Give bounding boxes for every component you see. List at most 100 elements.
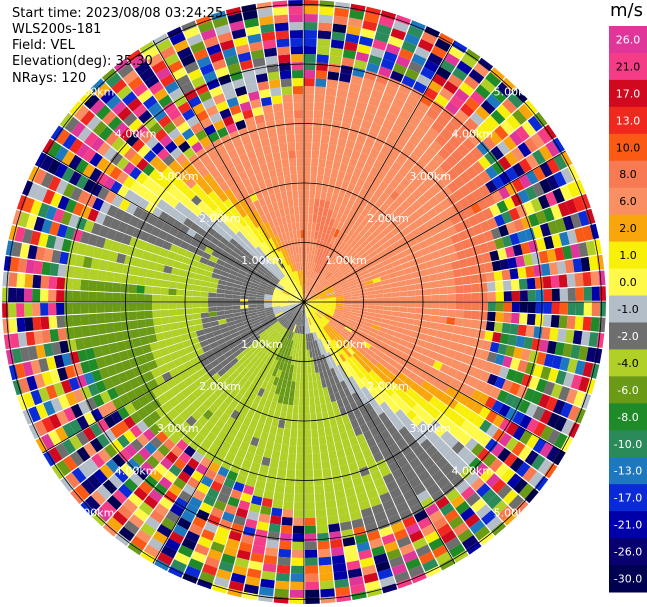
velocity-gate bbox=[130, 266, 140, 276]
velocity-gate bbox=[422, 457, 435, 470]
velocity-gate bbox=[393, 172, 405, 184]
velocity-gate bbox=[315, 404, 322, 414]
velocity-gate bbox=[327, 293, 336, 297]
velocity-gate bbox=[278, 335, 284, 344]
velocity-gate bbox=[351, 296, 360, 300]
velocity-gate bbox=[290, 292, 298, 298]
velocity-gate bbox=[363, 352, 373, 361]
velocity-gate bbox=[251, 319, 261, 325]
velocity-gate bbox=[218, 401, 229, 412]
velocity-gate bbox=[351, 342, 360, 350]
velocity-gate bbox=[265, 120, 276, 130]
velocity-gate bbox=[364, 481, 376, 492]
velocity-gate bbox=[378, 412, 389, 423]
velocity-gate bbox=[206, 260, 217, 268]
velocity-gate bbox=[566, 315, 576, 330]
velocity-gate bbox=[351, 309, 360, 314]
velocity-gate bbox=[471, 310, 480, 320]
velocity-gate bbox=[338, 389, 347, 399]
velocity-gate bbox=[258, 586, 274, 597]
velocity-gate bbox=[213, 119, 226, 131]
velocity-gate bbox=[238, 240, 248, 249]
velocity-gate bbox=[304, 182, 310, 191]
velocity-gate bbox=[408, 114, 421, 128]
velocity-gate bbox=[413, 463, 427, 476]
velocity-gate bbox=[574, 179, 586, 195]
velocity-gate bbox=[469, 519, 486, 535]
velocity-gate bbox=[457, 446, 471, 460]
velocity-gate bbox=[104, 281, 113, 292]
velocity-gate bbox=[405, 387, 416, 398]
velocity-gate bbox=[310, 291, 317, 298]
velocity-gate bbox=[456, 250, 467, 260]
velocity-gate bbox=[366, 419, 376, 430]
velocity-gate bbox=[83, 178, 96, 193]
velocity-gate bbox=[349, 264, 358, 272]
velocity-gate bbox=[169, 274, 179, 282]
velocity-gate bbox=[300, 278, 303, 287]
velocity-gate bbox=[343, 297, 352, 300]
velocity-gate bbox=[360, 239, 370, 249]
velocity-gate bbox=[127, 97, 143, 112]
velocity-gate bbox=[387, 345, 397, 354]
velocity-gate bbox=[411, 200, 422, 211]
velocity-gate bbox=[322, 224, 329, 234]
velocity-gate bbox=[407, 307, 416, 314]
velocity-gate bbox=[326, 273, 334, 281]
colorbar-tick-label: -17.0 bbox=[614, 492, 642, 505]
velocity-gate bbox=[240, 492, 253, 503]
elevation-label: Elevation(deg): 35.30 bbox=[12, 54, 153, 69]
velocity-gate bbox=[336, 323, 345, 331]
velocity-gate bbox=[103, 176, 116, 190]
velocity-gate bbox=[272, 499, 284, 509]
velocity-gate bbox=[243, 319, 252, 325]
velocity-gate bbox=[329, 458, 339, 468]
velocity-gate bbox=[138, 447, 152, 461]
velocity-gate bbox=[337, 423, 346, 434]
velocity-gate bbox=[300, 286, 303, 295]
velocity-gate bbox=[179, 240, 190, 250]
velocity-gate bbox=[106, 332, 117, 344]
velocity-gate bbox=[111, 453, 126, 468]
velocity-gate bbox=[278, 361, 285, 371]
velocity-gate bbox=[543, 124, 557, 140]
velocity-gate bbox=[321, 317, 329, 324]
velocity-gate bbox=[185, 415, 197, 427]
velocity-gate bbox=[304, 317, 307, 326]
velocity-gate bbox=[64, 226, 76, 240]
velocity-gate bbox=[299, 389, 304, 398]
velocity-gate bbox=[434, 425, 447, 438]
velocity-gate bbox=[138, 394, 150, 407]
velocity-gate bbox=[232, 174, 242, 185]
velocity-gate bbox=[445, 324, 455, 333]
velocity-gate bbox=[236, 364, 246, 374]
velocity-gate bbox=[131, 257, 142, 268]
velocity-gate bbox=[329, 278, 338, 285]
velocity-gate bbox=[404, 68, 420, 81]
velocity-gate bbox=[138, 327, 148, 337]
velocity-gate bbox=[144, 310, 153, 319]
velocity-gate bbox=[478, 433, 492, 448]
velocity-gate bbox=[236, 255, 246, 263]
velocity-gate bbox=[322, 119, 332, 129]
velocity-gate bbox=[299, 317, 302, 326]
velocity-gate bbox=[174, 201, 186, 213]
velocity-gate bbox=[122, 161, 136, 175]
velocity-gate bbox=[460, 327, 470, 337]
velocity-gate bbox=[83, 442, 97, 458]
velocity-gate bbox=[282, 328, 288, 337]
velocity-gate bbox=[319, 142, 329, 152]
velocity-gate bbox=[439, 127, 454, 141]
velocity-gate bbox=[357, 334, 367, 341]
velocity-gate bbox=[201, 344, 212, 353]
velocity-gate bbox=[301, 309, 304, 318]
velocity-gate bbox=[336, 399, 345, 409]
velocity-gate bbox=[208, 292, 217, 298]
velocity-gate bbox=[365, 211, 375, 221]
velocity-gate bbox=[233, 515, 246, 527]
velocity-gate bbox=[272, 350, 279, 359]
velocity-gate bbox=[209, 51, 224, 63]
velocity-gate bbox=[261, 497, 273, 508]
velocity-gate bbox=[335, 295, 344, 299]
velocity-gate bbox=[154, 128, 168, 142]
